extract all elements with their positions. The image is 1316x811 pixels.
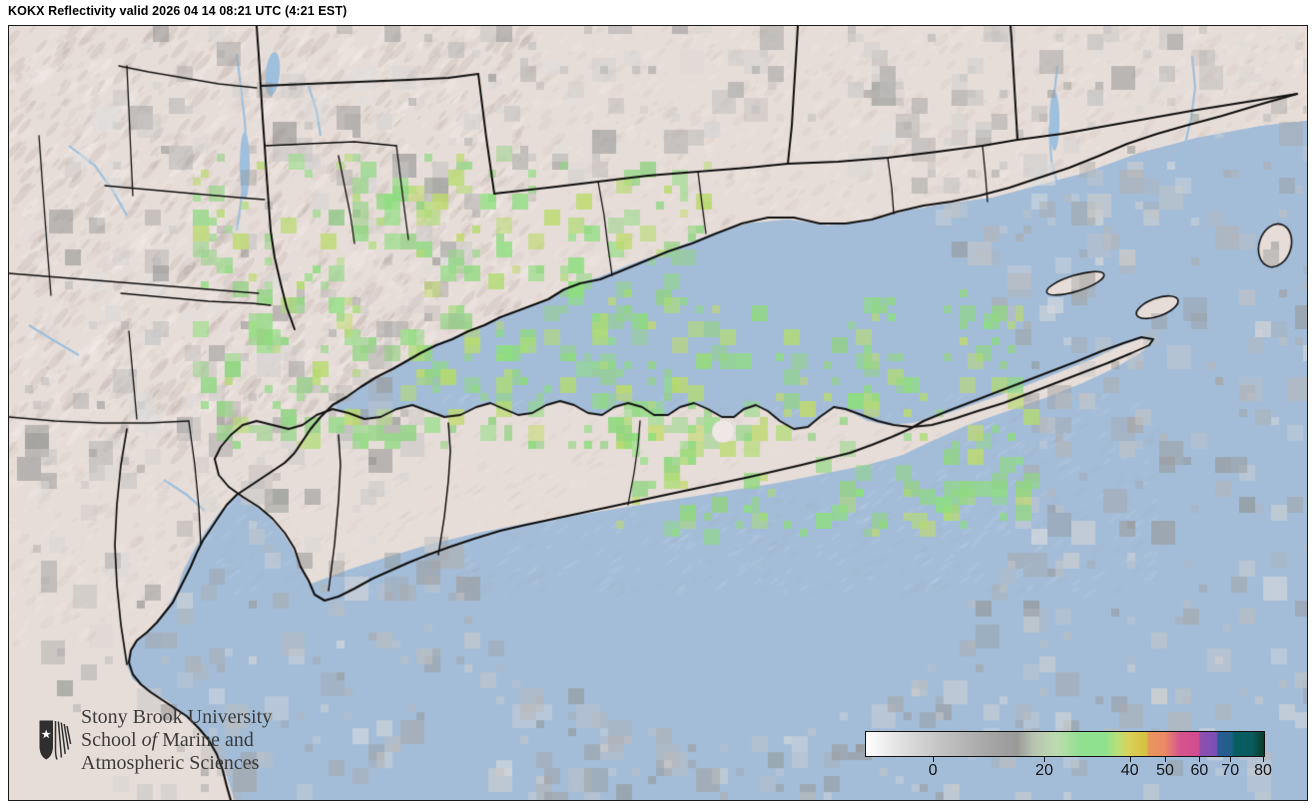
radar-map-canvas[interactable]: [9, 26, 1307, 800]
page-title: KOKX Reflectivity valid 2026 04 14 08:21…: [8, 4, 347, 18]
radar-map-frame[interactable]: [8, 25, 1308, 801]
